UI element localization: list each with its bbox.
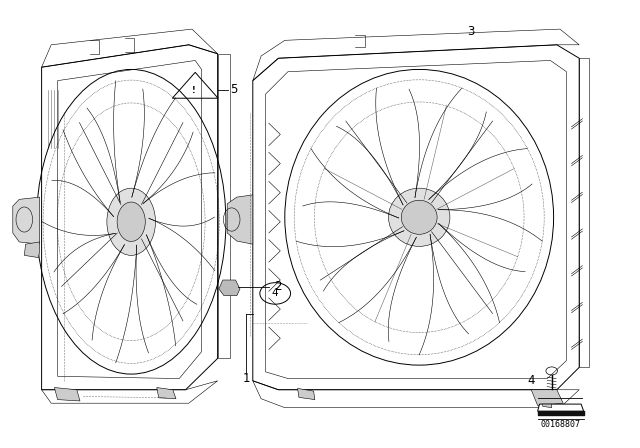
Ellipse shape: [107, 188, 156, 255]
Polygon shape: [227, 195, 253, 244]
Polygon shape: [538, 404, 584, 411]
Ellipse shape: [401, 200, 437, 234]
Text: 4: 4: [527, 374, 535, 388]
Text: 00168807: 00168807: [541, 420, 580, 429]
Text: 1: 1: [243, 372, 250, 385]
Text: 2: 2: [274, 280, 282, 293]
Polygon shape: [531, 390, 563, 405]
Ellipse shape: [388, 188, 450, 246]
Polygon shape: [298, 388, 315, 400]
Polygon shape: [157, 388, 176, 399]
Text: 4: 4: [272, 289, 278, 298]
Polygon shape: [543, 404, 552, 408]
Text: 5: 5: [230, 83, 238, 96]
Polygon shape: [54, 388, 80, 401]
Text: 3: 3: [467, 25, 474, 38]
Text: !: !: [191, 86, 195, 95]
Polygon shape: [13, 197, 40, 244]
Polygon shape: [24, 242, 40, 258]
Polygon shape: [219, 280, 240, 296]
Ellipse shape: [117, 202, 145, 241]
